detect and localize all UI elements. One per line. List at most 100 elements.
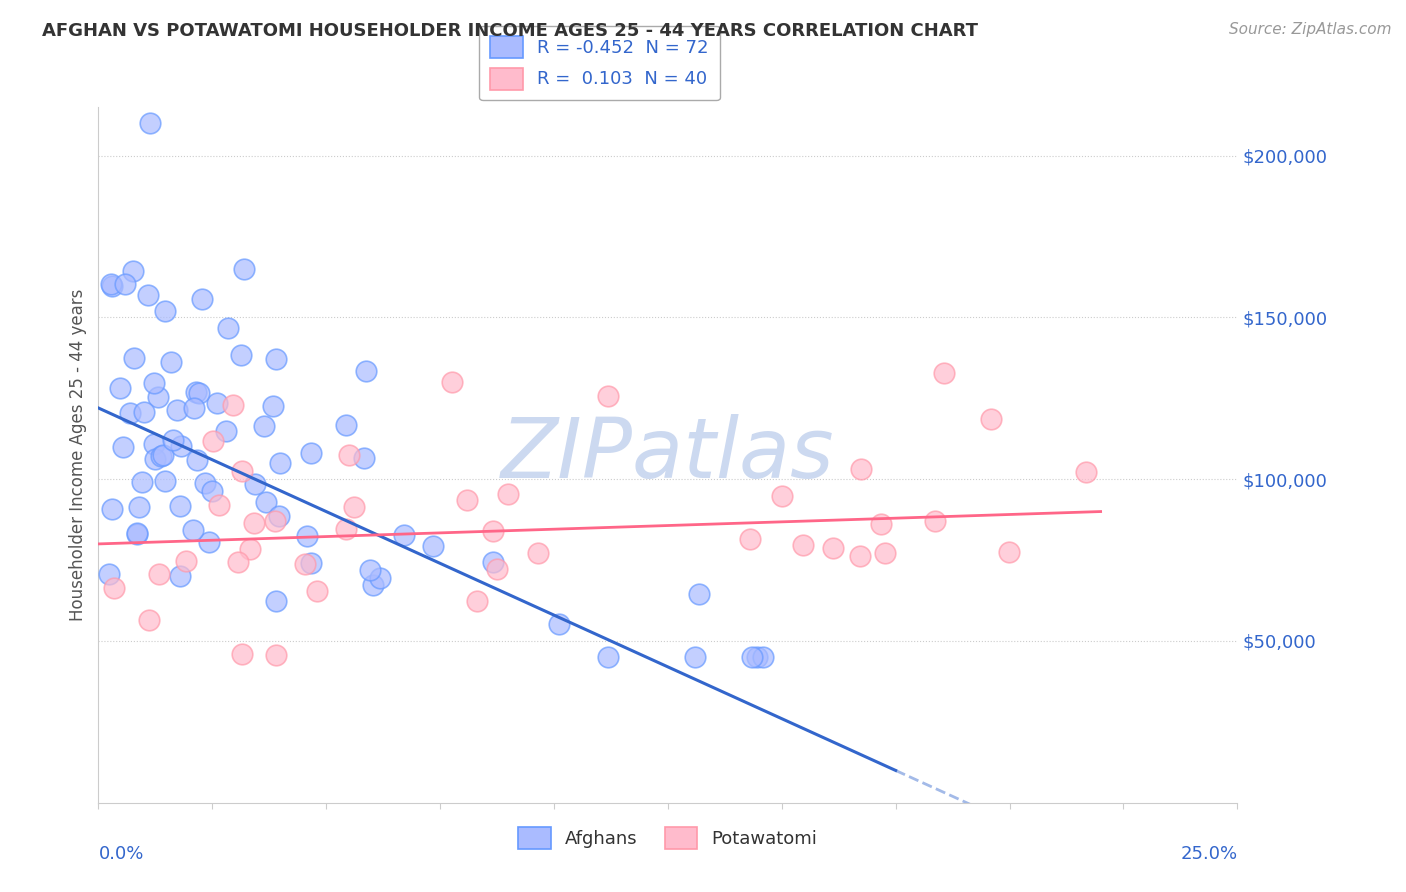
Point	[598, 389, 620, 403]
Point	[239, 542, 262, 557]
Point	[253, 418, 276, 433]
Point	[169, 499, 191, 513]
Point	[101, 502, 124, 516]
Point	[139, 116, 162, 130]
Point	[101, 278, 124, 293]
Point	[201, 483, 224, 498]
Point	[486, 562, 509, 576]
Point	[152, 448, 174, 462]
Point	[1076, 465, 1098, 479]
Text: 25.0%: 25.0%	[1180, 845, 1237, 863]
Point	[262, 399, 284, 413]
Point	[100, 277, 122, 291]
Point	[114, 277, 136, 291]
Point	[142, 437, 165, 451]
Point	[183, 523, 205, 537]
Point	[221, 398, 243, 412]
Point	[264, 648, 287, 662]
Point	[741, 650, 763, 665]
Point	[122, 264, 145, 278]
Text: AFGHAN VS POTAWATOMI HOUSEHOLDER INCOME AGES 25 - 44 YEARS CORRELATION CHART: AFGHAN VS POTAWATOMI HOUSEHOLDER INCOME …	[42, 22, 979, 40]
Point	[481, 524, 503, 539]
Point	[269, 456, 291, 470]
Point	[870, 517, 893, 532]
Legend: Afghans, Potawatomi: Afghans, Potawatomi	[510, 820, 825, 856]
Point	[148, 567, 170, 582]
Point	[498, 487, 520, 501]
Point	[166, 403, 188, 417]
Point	[924, 514, 946, 528]
Point	[343, 500, 366, 515]
Point	[217, 321, 239, 335]
Point	[368, 571, 391, 585]
Point	[683, 650, 706, 665]
Point	[124, 351, 146, 365]
Point	[738, 533, 761, 547]
Point	[243, 477, 266, 491]
Point	[174, 554, 197, 568]
Point	[299, 446, 322, 460]
Point	[150, 449, 173, 463]
Point	[194, 476, 217, 491]
Point	[131, 475, 153, 489]
Point	[231, 647, 253, 661]
Point	[155, 304, 177, 318]
Text: 0.0%: 0.0%	[98, 845, 143, 863]
Point	[254, 495, 277, 509]
Point	[229, 348, 252, 362]
Point	[299, 557, 322, 571]
Point	[598, 650, 620, 665]
Point	[363, 577, 385, 591]
Point	[264, 352, 287, 367]
Point	[688, 586, 710, 600]
Point	[226, 555, 249, 569]
Point	[934, 366, 956, 380]
Text: Source: ZipAtlas.com: Source: ZipAtlas.com	[1229, 22, 1392, 37]
Point	[335, 417, 357, 432]
Point	[337, 448, 360, 462]
Point	[422, 539, 444, 553]
Point	[823, 541, 845, 555]
Point	[134, 405, 156, 419]
Point	[155, 474, 177, 488]
Point	[980, 412, 1002, 426]
Point	[770, 489, 793, 503]
Point	[184, 384, 207, 399]
Point	[294, 557, 316, 571]
Point	[232, 262, 254, 277]
Point	[526, 546, 548, 560]
Point	[160, 355, 183, 369]
Point	[359, 563, 381, 577]
Point	[267, 509, 290, 524]
Point	[162, 433, 184, 447]
Point	[440, 375, 463, 389]
Point	[482, 555, 505, 569]
Point	[169, 569, 191, 583]
Point	[188, 385, 211, 400]
Point	[205, 395, 228, 409]
Point	[354, 364, 377, 378]
Point	[138, 613, 160, 627]
Point	[264, 593, 287, 607]
Point	[353, 450, 375, 465]
Point	[120, 406, 142, 420]
Point	[146, 391, 169, 405]
Point	[305, 584, 328, 599]
Point	[128, 500, 150, 515]
Point	[467, 594, 489, 608]
Point	[207, 498, 229, 512]
Point	[190, 292, 212, 306]
Point	[295, 528, 318, 542]
Point	[335, 522, 357, 536]
Point	[127, 526, 149, 541]
Point	[108, 381, 131, 395]
Point	[197, 534, 219, 549]
Point	[169, 440, 191, 454]
Point	[127, 525, 149, 540]
Point	[112, 440, 135, 454]
Point	[751, 650, 773, 665]
Point	[98, 566, 121, 581]
Point	[747, 650, 769, 665]
Point	[231, 465, 253, 479]
Point	[142, 376, 165, 391]
